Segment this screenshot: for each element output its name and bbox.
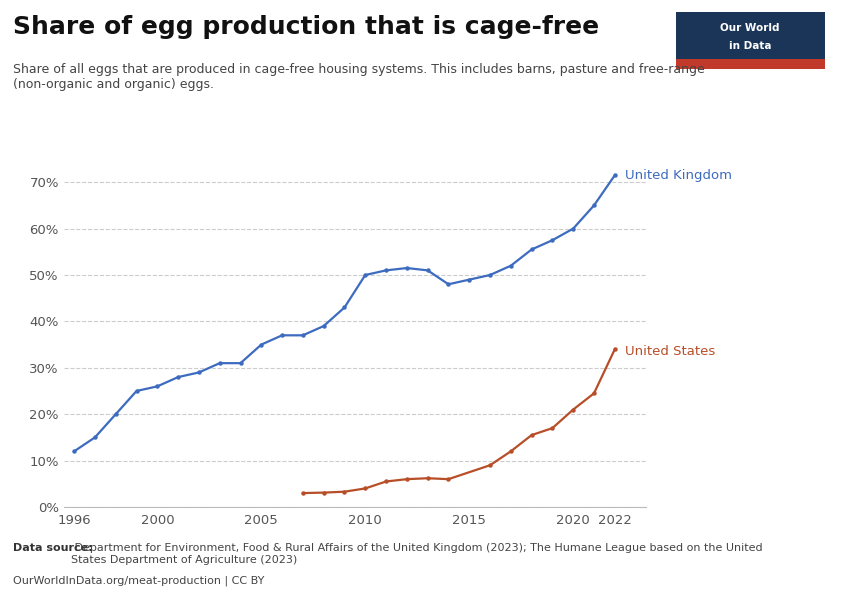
- Text: Share of egg production that is cage-free: Share of egg production that is cage-fre…: [13, 15, 599, 39]
- Text: OurWorldInData.org/meat-production | CC BY: OurWorldInData.org/meat-production | CC …: [13, 576, 264, 587]
- Bar: [676, 59, 824, 69]
- Text: Data source:: Data source:: [13, 543, 93, 553]
- Text: Department for Environment, Food & Rural Affairs of the United Kingdom (2023); T: Department for Environment, Food & Rural…: [71, 543, 762, 565]
- Text: in Data: in Data: [728, 41, 772, 51]
- Text: Share of all eggs that are produced in cage-free housing systems. This includes : Share of all eggs that are produced in c…: [13, 63, 705, 91]
- Text: Our World: Our World: [720, 23, 779, 33]
- Text: United States: United States: [626, 345, 716, 358]
- Text: United Kingdom: United Kingdom: [626, 169, 732, 182]
